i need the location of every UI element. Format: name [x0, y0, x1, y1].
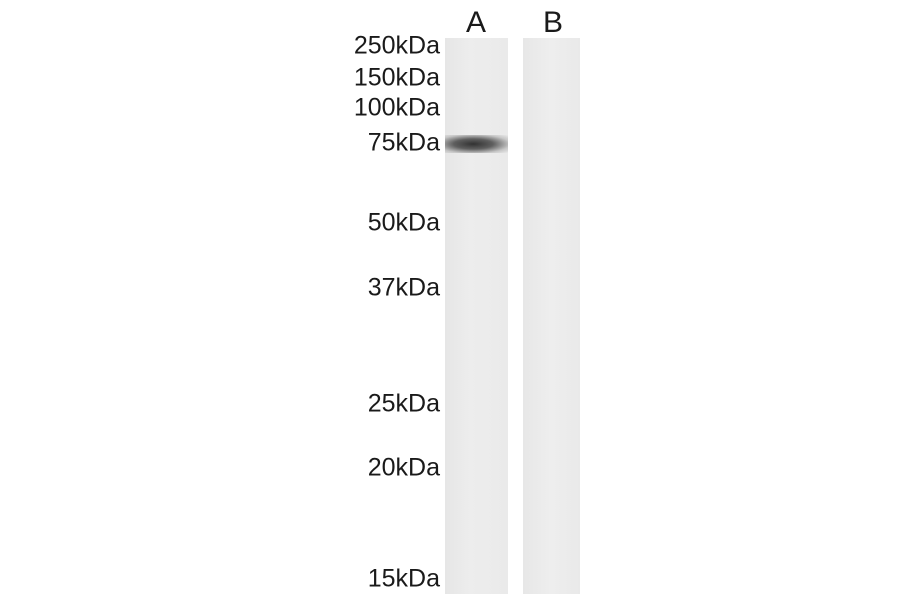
- marker-label: 25kDa: [367, 389, 440, 418]
- marker-label: 20kDa: [367, 453, 440, 482]
- marker-label: 15kDa: [367, 564, 440, 593]
- protein-band: [445, 135, 508, 153]
- lane-label-a: A: [465, 6, 487, 39]
- marker-label: 250kDa: [353, 31, 440, 60]
- marker-label: 150kDa: [353, 63, 440, 92]
- lane-label-b: B: [542, 6, 564, 39]
- marker-label: 50kDa: [367, 208, 440, 237]
- marker-label: 37kDa: [367, 273, 440, 302]
- marker-label: 75kDa: [367, 128, 440, 157]
- marker-label: 100kDa: [353, 93, 440, 122]
- blot-lane-b: [523, 38, 580, 594]
- blot-lane-a: [445, 38, 508, 594]
